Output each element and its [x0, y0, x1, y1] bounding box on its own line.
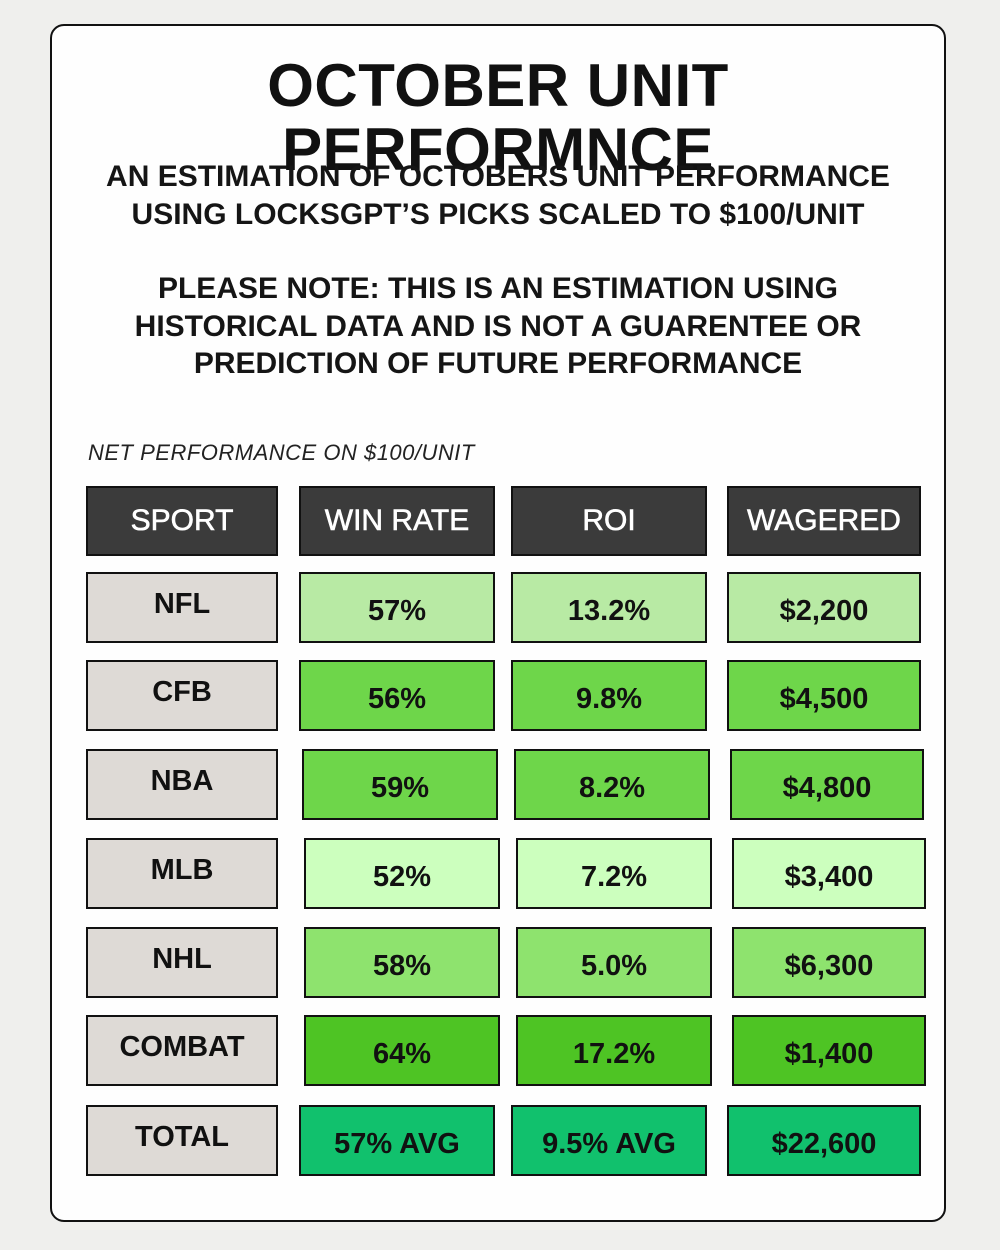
wagered-cell: $2,200 [727, 572, 921, 643]
roi-cell: 7.2% [516, 838, 712, 909]
note-line-2: HISTORICAL DATA AND IS NOT A GUARENTEE O… [134, 309, 862, 343]
roi-cell: 5.0% [516, 927, 712, 998]
header-roi: ROI [511, 486, 707, 556]
header-wagered: WAGERED [727, 486, 921, 556]
sport-cell: NBA [86, 749, 278, 820]
win-rate-cell: 57% [299, 572, 495, 643]
wagered-cell: $4,500 [727, 660, 921, 731]
subtitle-line-1: AN ESTIMATION OF OCTOBERS UNIT PERFORMAN… [106, 160, 890, 193]
disclaimer-note: PLEASE NOTE: THIS IS AN ESTIMATION USING… [72, 270, 924, 383]
win-rate-cell: 57% AVG [299, 1105, 495, 1176]
page-title: OCTOBER UNIT PERFORMNCE [267, 52, 729, 183]
roi-cell: 17.2% [516, 1015, 712, 1086]
header-win-rate: WIN RATE [299, 486, 495, 556]
roi-cell: 13.2% [511, 572, 707, 643]
header-sport: SPORT [86, 486, 278, 556]
sport-cell: NFL [86, 572, 278, 643]
sport-cell: CFB [86, 660, 278, 731]
table-caption: NET PERFORMANCE ON $100/UNIT [88, 440, 475, 465]
wagered-cell: $3,400 [732, 838, 926, 909]
wagered-cell: $22,600 [727, 1105, 921, 1176]
win-rate-cell: 59% [302, 749, 498, 820]
wagered-cell: $6,300 [732, 927, 926, 998]
roi-cell: 9.8% [511, 660, 707, 731]
subtitle: AN ESTIMATION OF OCTOBERS UNIT PERFORMAN… [72, 158, 924, 234]
win-rate-cell: 56% [299, 660, 495, 731]
sport-cell: TOTAL [86, 1105, 278, 1176]
sport-cell: NHL [86, 927, 278, 998]
win-rate-cell: 64% [304, 1015, 500, 1086]
performance-card: OCTOBER UNIT PERFORMNCE AN ESTIMATION OF… [50, 24, 946, 1222]
win-rate-cell: 52% [304, 838, 500, 909]
note-line-1: PLEASE NOTE: THIS IS AN ESTIMATION USING [157, 272, 839, 305]
sport-cell: COMBAT [86, 1015, 278, 1086]
note-line-3: PREDICTION OF FUTURE PERFORMANCE [193, 347, 803, 380]
wagered-cell: $1,400 [732, 1015, 926, 1086]
sport-cell: MLB [86, 838, 278, 909]
roi-cell: 9.5% AVG [511, 1105, 707, 1176]
subtitle-line-2: USING LOCKSGPT’S PICKS SCALED TO $100/UN… [131, 198, 865, 231]
win-rate-cell: 58% [304, 927, 500, 998]
wagered-cell: $4,800 [730, 749, 924, 820]
roi-cell: 8.2% [514, 749, 710, 820]
